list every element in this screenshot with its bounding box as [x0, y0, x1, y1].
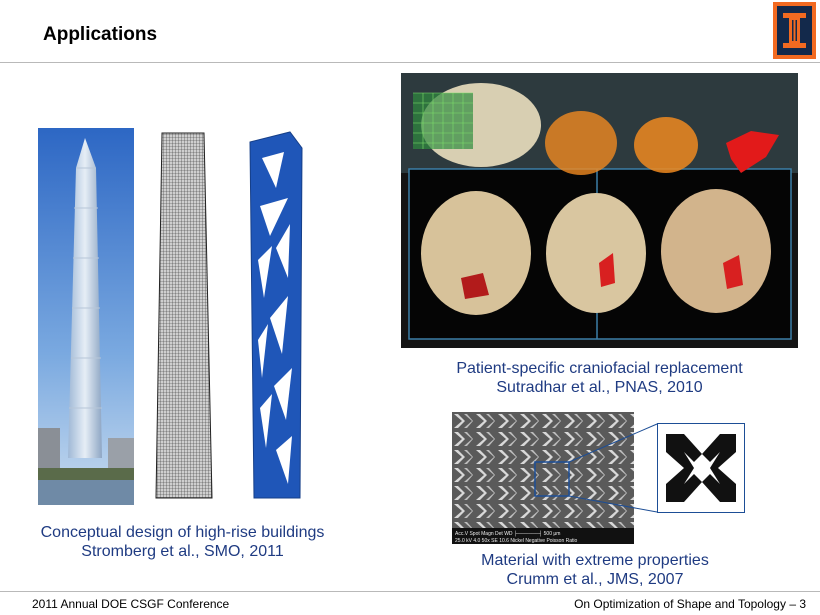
caption-material-line1: Material with extreme properties	[481, 552, 709, 569]
caption-buildings: Conceptual design of high-rise buildings…	[0, 523, 365, 561]
caption-material-line2: Crumm et al., JMS, 2007	[506, 571, 684, 588]
slide-title: Applications	[43, 24, 158, 45]
caption-craniofacial-line1: Patient-specific craniofacial replacemen…	[456, 360, 743, 377]
sem-micrograph: Acc.V Spot Magn Det WD ├──────┤ 500 μm 2…	[452, 412, 634, 544]
zoom-connector-lines	[568, 423, 658, 513]
caption-buildings-line1: Conceptual design of high-rise buildings	[40, 524, 325, 541]
caption-craniofacial-line2: Sutradhar et al., PNAS, 2010	[496, 379, 703, 396]
header-divider	[0, 62, 820, 63]
unit-cell-zoom	[657, 423, 745, 513]
sem-label-row2: 25.0 kV 4.0 50x SE 10.6 Nickel Negative …	[455, 538, 578, 544]
footer-left: 2011 Annual DOE CSGF Conference	[32, 597, 230, 611]
craniofacial-image	[401, 73, 798, 348]
i-mark-icon	[783, 13, 806, 48]
footer-divider	[0, 591, 820, 592]
caption-material: Material with extreme properties Crumm e…	[430, 551, 760, 589]
university-logo	[773, 2, 816, 59]
caption-craniofacial: Patient-specific craniofacial replacemen…	[401, 359, 798, 397]
footer-right: On Optimization of Shape and Topology – …	[574, 597, 806, 611]
sem-label-row1: Acc.V Spot Magn Det WD ├──────┤ 500 μm	[455, 530, 560, 537]
building-photo	[38, 128, 134, 505]
tower-mesh-model	[136, 128, 228, 505]
tower-topology-model	[230, 128, 330, 505]
caption-buildings-line2: Stromberg et al., SMO, 2011	[81, 543, 284, 560]
